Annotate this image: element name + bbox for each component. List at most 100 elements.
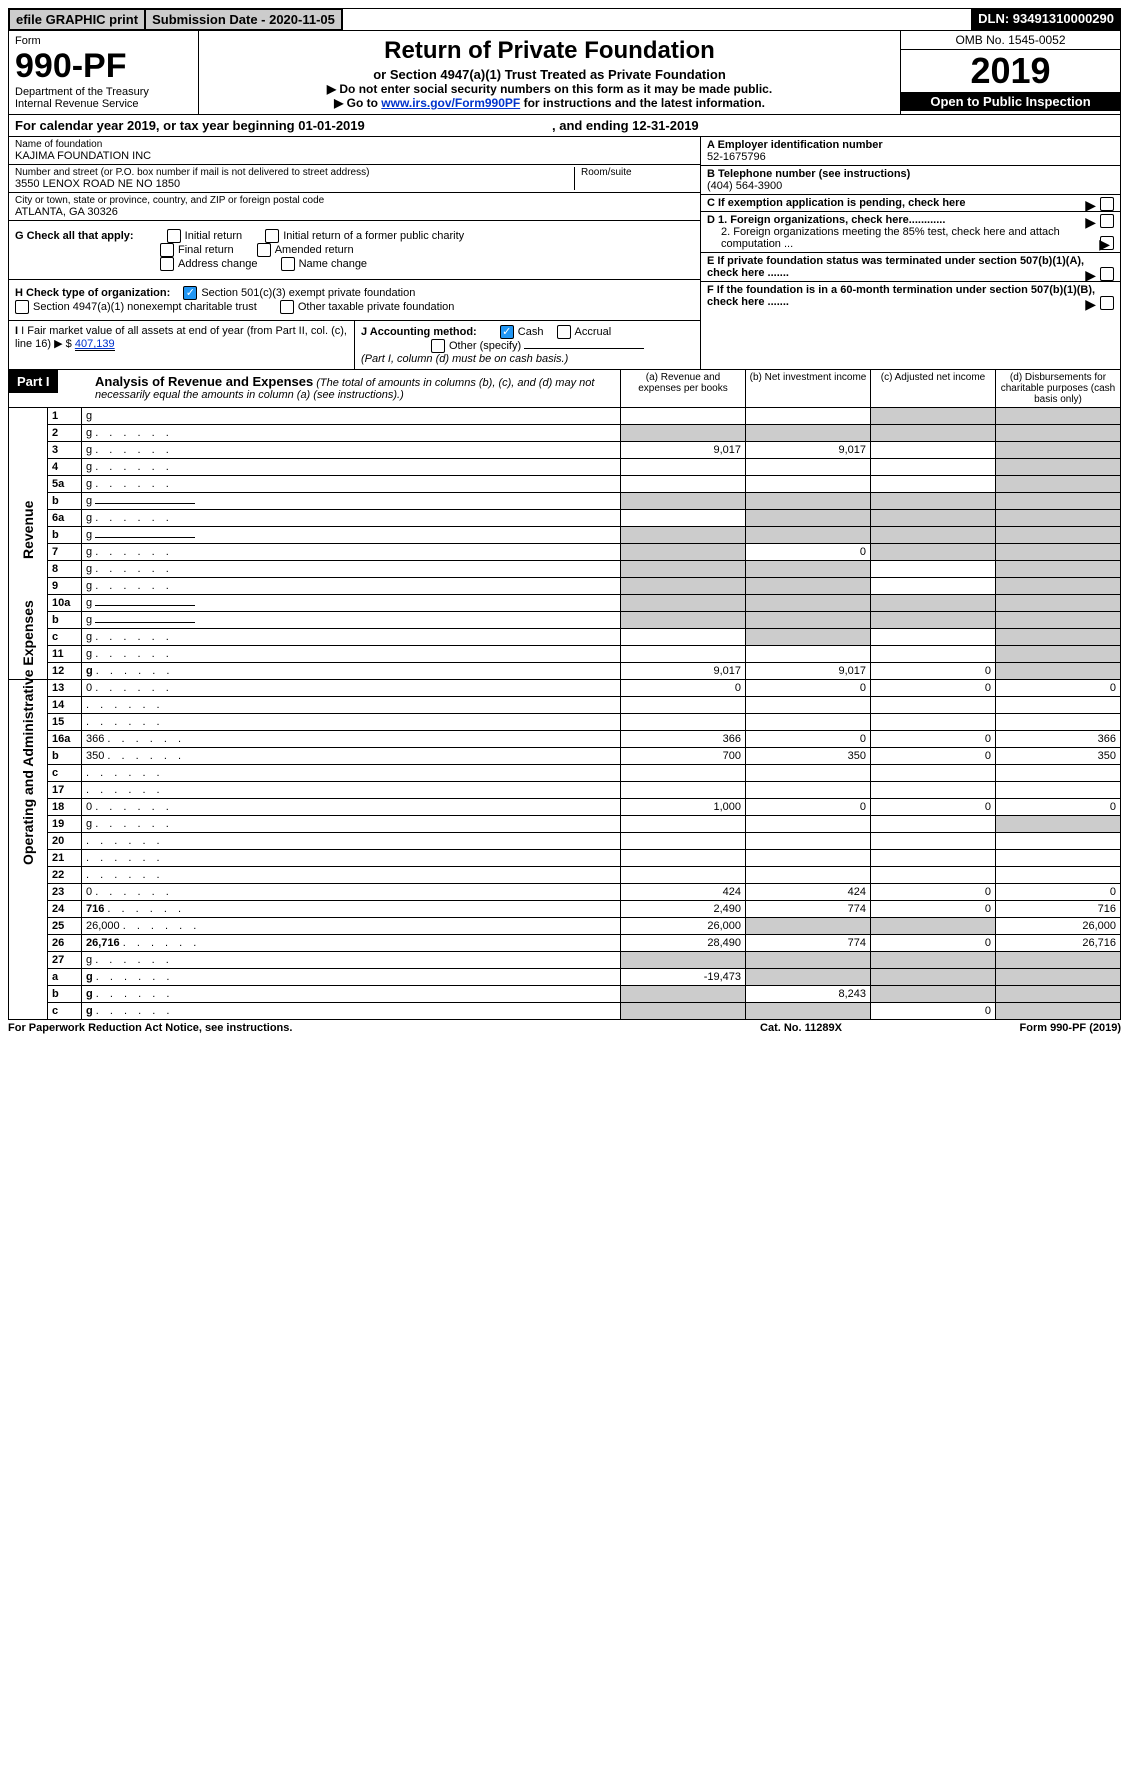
cash-checkbox[interactable] — [500, 325, 514, 339]
cell-a: 366 — [621, 731, 746, 748]
501c3-checkbox[interactable] — [183, 286, 197, 300]
f-60month-row: F If the foundation is in a 60-month ter… — [701, 282, 1120, 310]
h-check-row: H Check type of organization: Section 50… — [9, 280, 700, 321]
line-number: 3 — [48, 442, 82, 459]
line-number: b — [48, 527, 82, 544]
line-desc: 366 . . . . . . — [82, 731, 621, 748]
table-row: 27g . . . . . . — [9, 952, 1121, 969]
table-row: 7g . . . . . .0 — [9, 544, 1121, 561]
line-desc: g . . . . . . — [82, 425, 621, 442]
cell-c — [871, 629, 996, 646]
cell-a — [621, 646, 746, 663]
form-header: Form 990-PF Department of the Treasury I… — [8, 31, 1121, 115]
final-return-checkbox[interactable] — [160, 243, 174, 257]
address-change-checkbox[interactable] — [160, 257, 174, 271]
line-desc: g . . . . . . — [82, 544, 621, 561]
cell-d — [996, 765, 1121, 782]
line-desc: . . . . . . — [82, 867, 621, 884]
cell-d: 26,000 — [996, 918, 1121, 935]
efile-print-button[interactable]: efile GRAPHIC print — [9, 9, 145, 30]
cell-a — [621, 952, 746, 969]
cell-d — [996, 442, 1121, 459]
initial-former-checkbox[interactable] — [265, 229, 279, 243]
cell-b — [746, 782, 871, 799]
cell-b — [746, 867, 871, 884]
cell-d: 0 — [996, 680, 1121, 697]
cell-c — [871, 867, 996, 884]
line-desc: 716 . . . . . . — [82, 901, 621, 918]
cell-d: 26,716 — [996, 935, 1121, 952]
cell-c — [871, 646, 996, 663]
f-checkbox[interactable] — [1100, 296, 1114, 310]
line-number: 4 — [48, 459, 82, 476]
line-desc: g . . . . . . — [82, 629, 621, 646]
cell-d — [996, 969, 1121, 986]
other-taxable-checkbox[interactable] — [280, 300, 294, 314]
cat-no: Cat. No. 11289X — [701, 1022, 901, 1034]
cell-a — [621, 510, 746, 527]
i-j-row: I I Fair market value of all assets at e… — [9, 321, 700, 369]
table-row: 22 . . . . . . — [9, 867, 1121, 884]
line-number: b — [48, 493, 82, 510]
cell-c — [871, 408, 996, 425]
line-number: 27 — [48, 952, 82, 969]
cell-c: 0 — [871, 680, 996, 697]
table-row: bg — [9, 612, 1121, 629]
cell-d — [996, 527, 1121, 544]
table-row: bg — [9, 493, 1121, 510]
initial-return-checkbox[interactable] — [167, 229, 181, 243]
cell-d — [996, 986, 1121, 1003]
4947a1-checkbox[interactable] — [15, 300, 29, 314]
line-desc: 0 . . . . . . — [82, 884, 621, 901]
cell-d: 0 — [996, 799, 1121, 816]
cell-a — [621, 850, 746, 867]
table-row: 230 . . . . . .42442400 — [9, 884, 1121, 901]
telephone-value: (404) 564-3900 — [707, 180, 1114, 192]
submission-date: Submission Date - 2020-11-05 — [145, 9, 342, 30]
cell-b: 774 — [746, 935, 871, 952]
cell-a: 0 — [621, 680, 746, 697]
amended-return-checkbox[interactable] — [257, 243, 271, 257]
cell-b — [746, 850, 871, 867]
foundation-name-row: Name of foundation KAJIMA FOUNDATION INC — [9, 137, 700, 165]
e-checkbox[interactable] — [1100, 267, 1114, 281]
line-number: 8 — [48, 561, 82, 578]
cell-b: 350 — [746, 748, 871, 765]
table-row: 5ag . . . . . . — [9, 476, 1121, 493]
line-number: 13 — [48, 680, 82, 697]
irs-link[interactable]: www.irs.gov/Form990PF — [381, 96, 520, 110]
cell-b — [746, 612, 871, 629]
col-d-header: (d) Disbursements for charitable purpose… — [995, 370, 1120, 407]
dln-label: DLN: 93491310000290 — [972, 9, 1120, 30]
line-desc: 0 . . . . . . — [82, 799, 621, 816]
city-row: City or town, state or province, country… — [9, 193, 700, 221]
form-number-block: Form 990-PF Department of the Treasury I… — [9, 31, 199, 114]
table-row: 6ag . . . . . . — [9, 510, 1121, 527]
cell-d — [996, 816, 1121, 833]
cell-a — [621, 986, 746, 1003]
form-note1: ▶ Do not enter social security numbers o… — [205, 82, 894, 96]
line-number: 12 — [48, 663, 82, 680]
accrual-checkbox[interactable] — [557, 325, 571, 339]
c-checkbox[interactable] — [1100, 197, 1114, 211]
line-number: 7 — [48, 544, 82, 561]
name-change-checkbox[interactable] — [281, 257, 295, 271]
line-desc: 26,000 . . . . . . — [82, 918, 621, 935]
cell-d: 0 — [996, 884, 1121, 901]
table-row: 4g . . . . . . — [9, 459, 1121, 476]
cell-c: 0 — [871, 901, 996, 918]
d1-checkbox[interactable] — [1100, 214, 1114, 228]
table-row: 19g . . . . . . — [9, 816, 1121, 833]
table-row: 2g . . . . . . — [9, 425, 1121, 442]
omb-number: OMB No. 1545-0052 — [901, 31, 1120, 50]
dept-treasury: Department of the Treasury — [15, 86, 192, 98]
cell-b — [746, 578, 871, 595]
other-method-checkbox[interactable] — [431, 339, 445, 353]
line-number: c — [48, 629, 82, 646]
line-desc: g — [82, 527, 621, 544]
cell-c — [871, 561, 996, 578]
cell-a: 28,490 — [621, 935, 746, 952]
cell-c: 0 — [871, 935, 996, 952]
cell-c — [871, 969, 996, 986]
line-number: 9 — [48, 578, 82, 595]
